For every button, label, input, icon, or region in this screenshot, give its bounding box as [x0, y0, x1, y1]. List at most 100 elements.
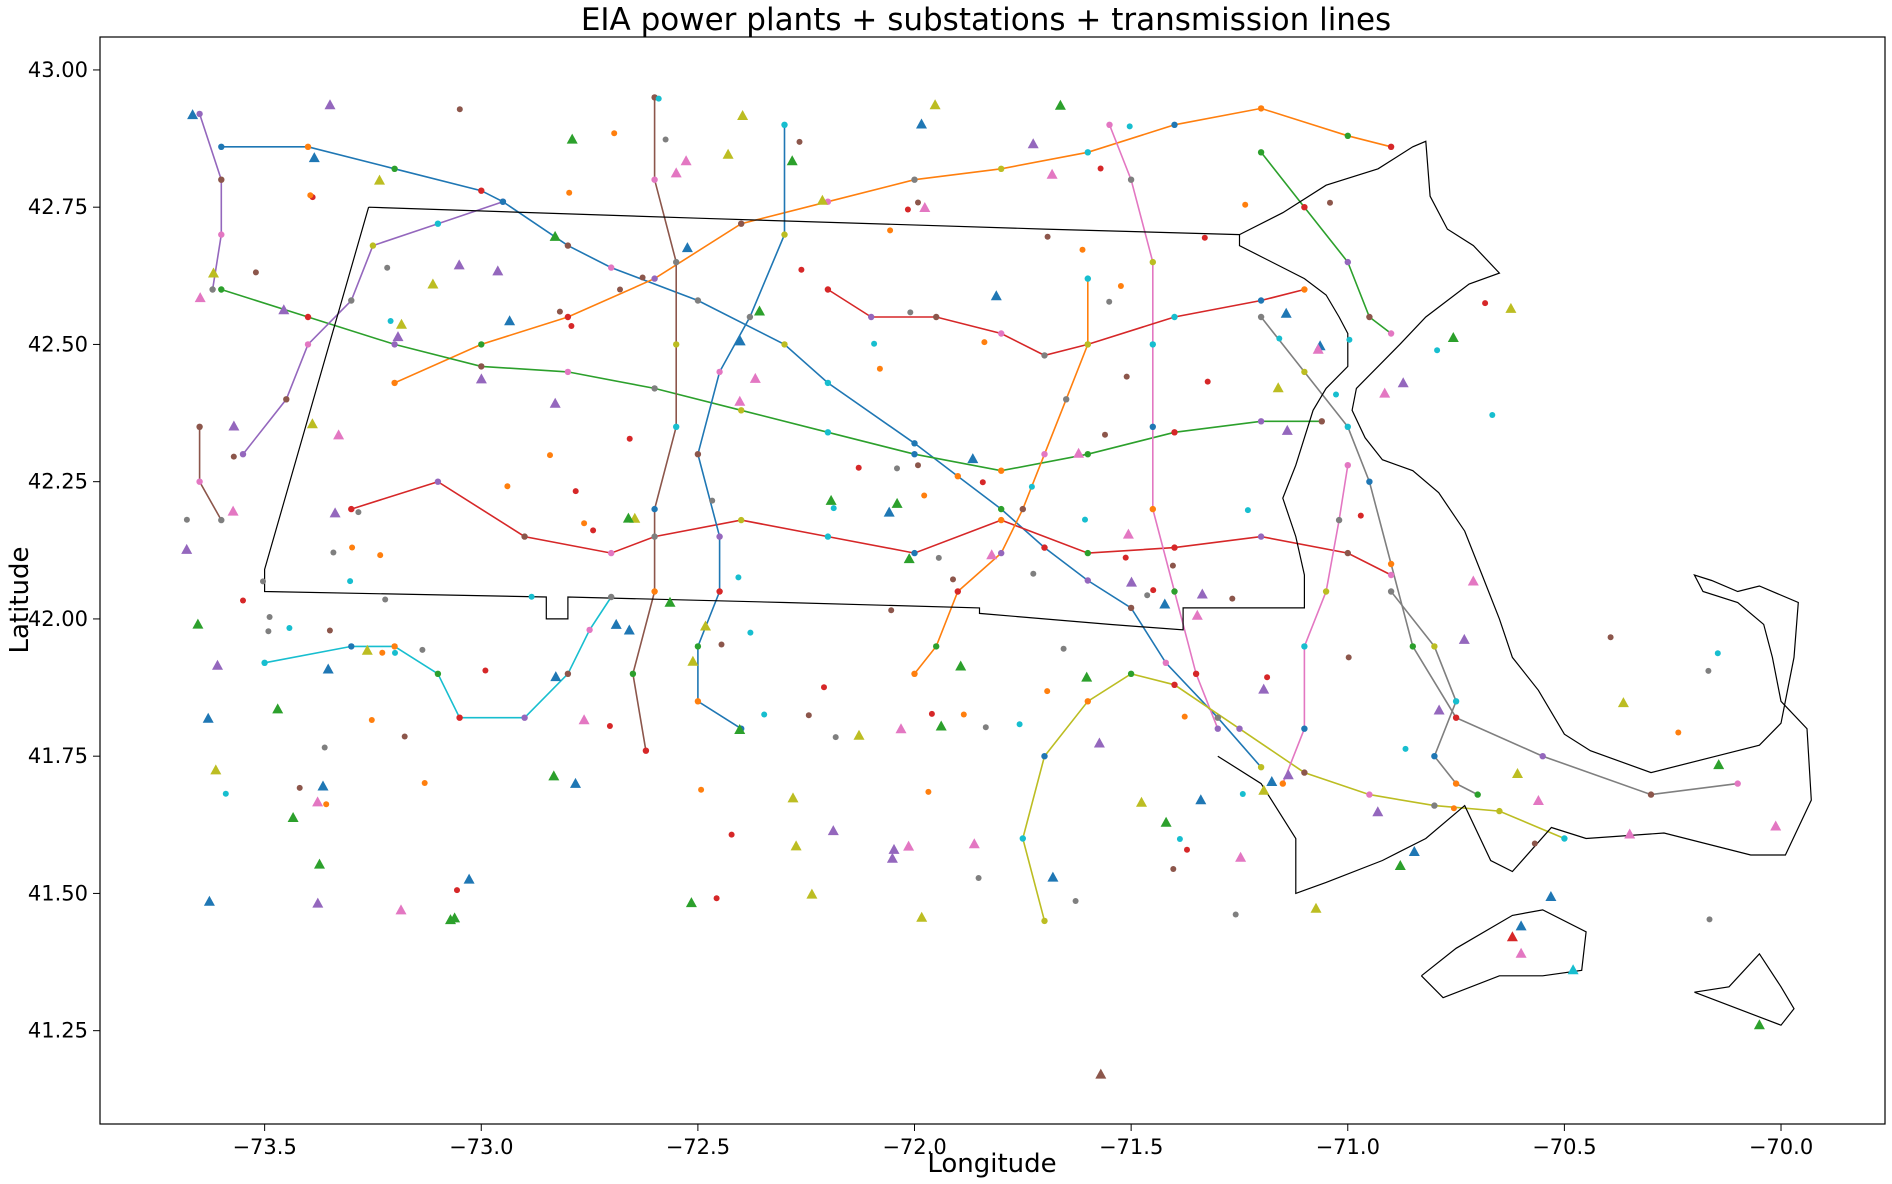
- substation-marker: [933, 643, 940, 650]
- power-plant-marker: [333, 429, 345, 440]
- power-plant-marker: [1159, 598, 1171, 609]
- substation-marker: [218, 286, 225, 293]
- substation-marker: [304, 143, 312, 150]
- power-plant-marker: [754, 305, 765, 316]
- power-plant-marker: [1081, 671, 1093, 682]
- substation-marker: [1531, 840, 1538, 847]
- markers-layer: [181, 94, 1782, 1079]
- substation-marker: [998, 330, 1005, 337]
- transmission-line: [221, 146, 1262, 768]
- power-plant-marker: [664, 596, 676, 607]
- substation-marker: [1706, 916, 1713, 923]
- substation-marker: [218, 516, 225, 524]
- substation-marker: [1229, 595, 1236, 602]
- substation-marker: [283, 396, 290, 403]
- substation-marker: [1344, 423, 1352, 430]
- substation-marker: [735, 574, 742, 581]
- power-plant-marker: [1512, 768, 1523, 778]
- substation-marker: [1344, 132, 1352, 139]
- substation-marker: [998, 549, 1005, 557]
- power-plant-marker: [1047, 871, 1059, 882]
- substation-marker: [1301, 368, 1308, 376]
- substation-marker: [1345, 654, 1352, 661]
- power-plant-marker: [883, 506, 895, 517]
- power-plant-marker: [1312, 343, 1324, 354]
- transmission-line: [632, 97, 678, 751]
- power-plant-marker: [1624, 828, 1636, 839]
- substation-marker: [547, 452, 553, 459]
- power-plant-marker: [187, 109, 199, 120]
- substation-marker: [998, 467, 1005, 474]
- substation-marker: [738, 407, 745, 414]
- substation-marker: [369, 242, 377, 249]
- substation-marker: [1072, 898, 1079, 904]
- transmission-line: [198, 426, 222, 521]
- substation-marker: [196, 423, 203, 430]
- substation-marker: [1150, 587, 1157, 594]
- substation-marker: [1030, 570, 1037, 577]
- power-plant-marker: [1433, 704, 1445, 715]
- power-plant-marker: [935, 720, 947, 731]
- y-tick-label: 41.50: [28, 881, 88, 905]
- power-plant-marker: [825, 494, 837, 505]
- substation-marker: [1171, 588, 1178, 595]
- power-plant-marker: [578, 714, 590, 725]
- substation-marker: [694, 451, 702, 458]
- substation-marker: [196, 478, 203, 485]
- x-tick-label: −71.0: [1316, 1135, 1380, 1159]
- substation-marker: [564, 313, 572, 321]
- substation-marker: [1301, 643, 1308, 650]
- power-plant-marker: [680, 155, 692, 166]
- substation-marker: [1357, 512, 1364, 519]
- power-plant-marker: [685, 897, 697, 908]
- substation-marker: [1279, 780, 1287, 787]
- x-tick-label: −73.0: [449, 1135, 513, 1159]
- substation-marker: [1322, 588, 1330, 595]
- transmission-line: [1260, 151, 1392, 335]
- substation-marker: [713, 895, 720, 902]
- substation-marker: [617, 286, 623, 293]
- substation-marker: [904, 206, 911, 213]
- power-plant-marker: [1122, 528, 1134, 539]
- power-plant-marker: [1467, 575, 1479, 586]
- transmission-line: [394, 107, 1392, 384]
- power-plant-marker: [1372, 806, 1384, 817]
- power-plant-marker: [903, 840, 915, 851]
- power-plant-marker: [395, 904, 407, 915]
- substation-marker: [1452, 714, 1460, 721]
- power-plant-marker: [737, 110, 749, 120]
- substation-marker: [1489, 412, 1496, 418]
- substation-marker: [1127, 670, 1135, 677]
- substation-marker: [1019, 505, 1026, 513]
- substation-marker: [1431, 643, 1438, 650]
- substation-marker: [673, 423, 680, 430]
- power-plant-marker: [790, 840, 802, 851]
- power-plant-marker: [1447, 332, 1459, 342]
- substation-marker: [738, 220, 745, 227]
- power-plant-marker: [687, 655, 699, 666]
- substation-marker: [1301, 204, 1308, 211]
- substation-marker: [1366, 478, 1373, 485]
- substation-marker: [894, 465, 900, 472]
- substation-marker: [911, 549, 918, 557]
- substation-marker: [781, 121, 788, 128]
- substation-marker: [1301, 286, 1308, 293]
- power-plant-marker: [1545, 891, 1557, 901]
- transmission-line: [913, 278, 1089, 675]
- power-plant-marker: [1136, 796, 1147, 807]
- power-plant-marker: [317, 780, 329, 791]
- power-plant-marker: [504, 315, 516, 326]
- substation-marker: [824, 379, 832, 387]
- substation-marker: [1318, 418, 1326, 425]
- plot-frame: [99, 36, 1886, 1125]
- substation-marker: [419, 646, 426, 653]
- substation-marker: [391, 379, 398, 387]
- substation-marker: [832, 734, 839, 741]
- power-plant-marker: [287, 812, 299, 822]
- substation-marker: [1184, 846, 1190, 853]
- service-area-boundary: [264, 206, 1349, 631]
- power-plant-marker: [734, 395, 746, 406]
- power-plant-marker: [549, 397, 561, 408]
- y-tick-label: 42.50: [28, 332, 88, 356]
- power-plant-marker: [427, 278, 439, 289]
